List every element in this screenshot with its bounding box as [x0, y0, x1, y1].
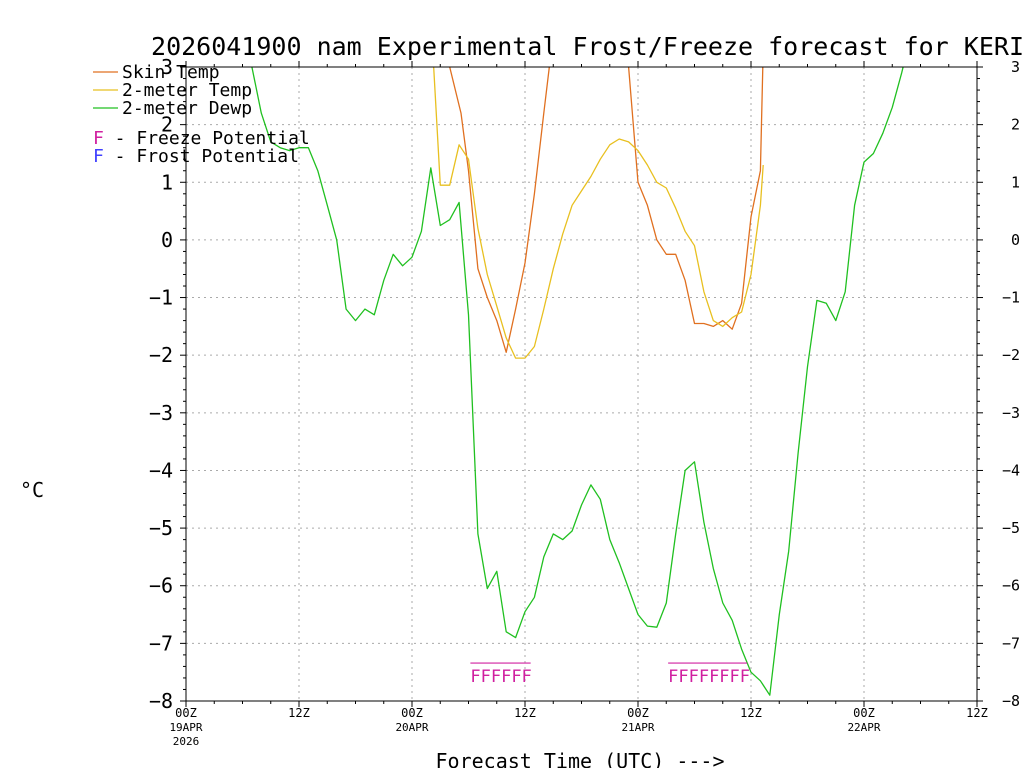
x-axis-label: Forecast Time (UTC) ---> — [436, 749, 725, 768]
y-tick-label-left: −2 — [149, 343, 173, 367]
x-tick-date: 22APR — [847, 721, 880, 734]
y-axis-label: °C — [20, 478, 44, 502]
potential-legend-symbol: F — [93, 146, 104, 167]
legend-label: 2-meter Dewp — [122, 98, 252, 119]
y-tick-label-left: −5 — [149, 516, 173, 540]
series-line-2-meter-dewp — [251, 67, 904, 696]
y-tick-label-left: −3 — [149, 401, 173, 425]
y-tick-label-left: −6 — [149, 574, 173, 598]
axis-ticks — [180, 61, 983, 707]
y-tick-label-right: −4 — [1002, 461, 1020, 479]
y-tick-label-right: −5 — [1002, 519, 1020, 537]
series-lines — [251, 67, 904, 696]
x-tick-date: 21APR — [621, 721, 654, 734]
y-tick-label-right: −3 — [1002, 404, 1020, 422]
y-tick-label-left: −8 — [149, 689, 173, 713]
potential-legend-entry: F - Freeze Potential — [93, 128, 310, 149]
y-tick-label-right: −8 — [1002, 692, 1020, 710]
y-tick-label-right: 3 — [1011, 58, 1020, 76]
potential-legend-entry: F - Frost Potential — [93, 146, 299, 167]
y-tick-label-right: −6 — [1002, 577, 1020, 595]
y-tick-label-right: −2 — [1002, 346, 1020, 364]
x-tick-date: 20APR — [395, 721, 428, 734]
x-tick-label: 12Z — [514, 706, 536, 720]
x-tick-label: 12Z — [966, 706, 988, 720]
x-tick-date: 19APR — [169, 721, 202, 734]
frost-freeze-markers: FFFFFF FFFFFFFF — [470, 662, 750, 687]
x-tick-label: 00Z — [401, 706, 423, 720]
y-tick-label-left: 3 — [161, 55, 173, 79]
y-tick-label-right: 1 — [1011, 173, 1020, 191]
x-tick-year: 2026 — [173, 735, 200, 748]
x-tick-label: 12Z — [740, 706, 762, 720]
chart-title: 2026041900 nam Experimental Frost/Freeze… — [151, 32, 1024, 61]
potential-legend-label: - Freeze Potential — [104, 128, 310, 149]
potential-marker-text: FFFFFFFF — [668, 667, 750, 687]
y-tick-label-right: 2 — [1011, 116, 1020, 134]
legend-label: 2-meter Temp — [122, 80, 252, 101]
x-tick-label: 00Z — [627, 706, 649, 720]
legend-label: Skin Temp — [122, 62, 220, 83]
grid-lines — [185, 66, 978, 702]
y-tick-label-left: 1 — [161, 170, 173, 194]
y-tick-label-left: −1 — [149, 286, 173, 310]
y-tick-label-right: −7 — [1002, 634, 1020, 652]
x-tick-label: 12Z — [288, 706, 310, 720]
y-tick-label-left: −7 — [149, 631, 173, 655]
series-line-2-meter-temp — [433, 67, 764, 359]
y-tick-labels: 3 3 2 2 1 1 0 0 −1 −1 −2 −2 −3 −3 −4 −4 −5 −5 −6 −6 −7 −7 −8 −8 — [149, 55, 1020, 713]
y-tick-label-left: 2 — [161, 113, 173, 137]
y-tick-label-right: 0 — [1011, 231, 1020, 249]
potential-marker-text: FFFFFF — [470, 667, 531, 687]
series-line-skin-temp — [448, 67, 764, 353]
y-tick-label-left: −4 — [149, 458, 173, 482]
potential-legend-symbol: F — [93, 128, 104, 149]
x-tick-label: 00Z — [853, 706, 875, 720]
y-tick-label-right: −1 — [1002, 289, 1020, 307]
x-tick-label: 00Z — [175, 706, 197, 720]
potential-legend-label: - Frost Potential — [104, 146, 299, 167]
plot-frame — [185, 66, 978, 702]
y-tick-label-left: 0 — [161, 228, 173, 252]
